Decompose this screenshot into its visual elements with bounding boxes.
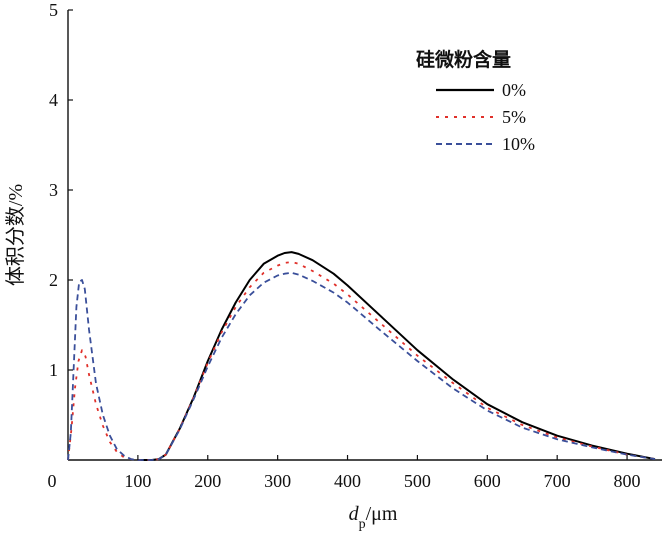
axes xyxy=(67,10,662,461)
series-line-1 xyxy=(67,261,656,461)
y-tick-label: 1 xyxy=(49,360,58,380)
y-tick-label: 4 xyxy=(49,90,58,110)
origin-tick-label: 0 xyxy=(48,471,57,491)
x-tick-label: 400 xyxy=(334,471,361,491)
x-tick-label: 200 xyxy=(194,471,221,491)
series-layer xyxy=(67,251,656,461)
legend: 硅微粉含量 0% 5% 10% xyxy=(416,48,535,154)
ticks-layer: 0 100 200 300 400 500 600 700 800 1 2 3 4 5 xyxy=(48,0,641,491)
legend-title: 硅微粉含量 xyxy=(416,48,511,71)
x-tick-label: 500 xyxy=(404,471,431,491)
x-tick-label: 800 xyxy=(614,471,641,491)
y-tick-label: 5 xyxy=(49,0,58,20)
x-tick-label: 600 xyxy=(474,471,501,491)
series-line-2 xyxy=(67,271,656,461)
x-tick-label: 700 xyxy=(544,471,571,491)
x-axis-title: dp/μm xyxy=(349,503,398,532)
y-tick-label: 3 xyxy=(49,180,58,200)
series-line-0 xyxy=(137,251,656,461)
y-tick-label: 2 xyxy=(49,270,58,290)
y-axis-title: 体积分数/% xyxy=(4,184,27,286)
x-tick-label: 100 xyxy=(124,471,151,491)
legend-label-2: 10% xyxy=(502,134,535,154)
legend-label-1: 5% xyxy=(502,107,526,127)
legend-label-0: 0% xyxy=(502,80,526,100)
x-tick-label: 300 xyxy=(264,471,291,491)
